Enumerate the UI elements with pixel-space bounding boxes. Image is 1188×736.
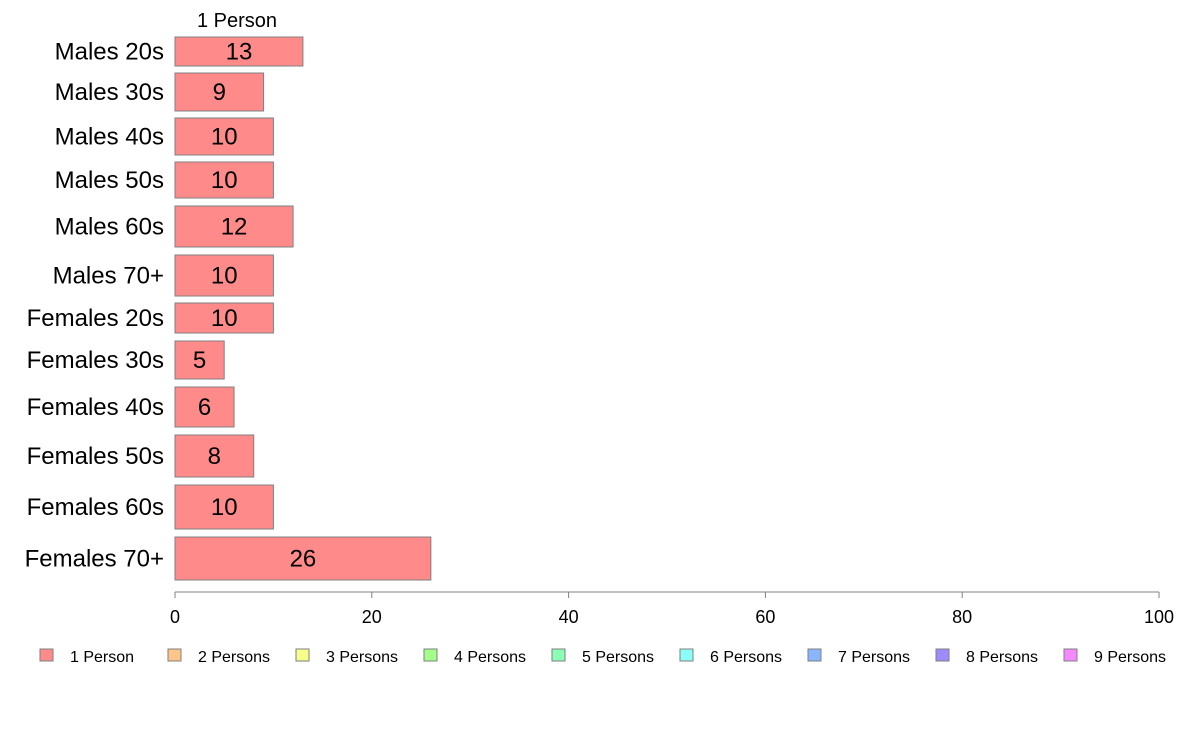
bar-value-label: 5 <box>193 347 206 374</box>
category-label: Females 50s <box>27 443 164 470</box>
bar <box>174 386 235 428</box>
legend-label: 8 Persons <box>966 649 1038 666</box>
legend-swatch <box>295 648 310 662</box>
category-label: Males 50s <box>55 167 164 194</box>
bar <box>174 484 274 530</box>
legend-label: 4 Persons <box>454 649 526 666</box>
bar-value-label: 10 <box>211 494 238 521</box>
x-tick-label: 100 <box>1144 607 1174 627</box>
legend-label: 6 Persons <box>710 649 782 666</box>
bar-value-label: 12 <box>221 214 248 241</box>
legend-label: 3 Persons <box>326 649 398 666</box>
legend-swatch <box>935 648 950 662</box>
legend-swatch <box>39 648 54 662</box>
category-label: Females 30s <box>27 347 164 374</box>
bar <box>174 205 294 248</box>
x-tick-label: 60 <box>755 607 775 627</box>
x-tick-label: 80 <box>952 607 972 627</box>
bar <box>174 254 274 297</box>
bar-value-label: 10 <box>211 263 238 290</box>
category-label: Males 70+ <box>53 263 164 290</box>
category-label: Females 60s <box>27 494 164 521</box>
legend-label: 7 Persons <box>838 649 910 666</box>
bar-value-label: 26 <box>290 546 317 573</box>
category-label: Males 60s <box>55 214 164 241</box>
bar-value-label: 10 <box>211 305 238 332</box>
bar <box>174 161 274 199</box>
category-label: Females 40s <box>27 394 164 421</box>
bar <box>174 340 225 380</box>
legend-swatch <box>423 648 438 662</box>
bar-value-label: 13 <box>226 39 253 66</box>
category-label: Males 20s <box>55 39 164 66</box>
legend-swatch <box>1063 648 1078 662</box>
category-label: Females 20s <box>27 305 164 332</box>
bar <box>174 117 274 156</box>
x-axis: 0 20 40 60 80 100 <box>170 591 1174 627</box>
series-header-layer: 1 Person <box>197 10 277 32</box>
bar-value-label: 10 <box>211 167 238 194</box>
legend-swatch <box>679 648 694 662</box>
legend-label: 5 Persons <box>582 649 654 666</box>
bar-value-label: 10 <box>211 124 238 151</box>
x-tick-label: 20 <box>362 607 382 627</box>
bar <box>174 72 265 112</box>
category-labels: Males 20s Males 30s Males 40s Males 50s Male… <box>25 39 164 573</box>
bar-value-label: 8 <box>208 443 221 470</box>
legend-label: 9 Persons <box>1094 649 1166 666</box>
bar <box>174 536 432 581</box>
legend-swatch <box>167 648 182 662</box>
legend: 1 Person 2 Persons 3 Persons 4 Persons 5 Per… <box>39 648 1166 666</box>
category-label: Males 40s <box>55 124 164 151</box>
bar <box>174 302 274 334</box>
bar <box>174 36 304 67</box>
x-tick-label: 0 <box>170 607 180 627</box>
bar-value-label: 9 <box>213 79 226 106</box>
legend-label: 1 Person <box>70 649 134 666</box>
legend-label: 2 Persons <box>198 649 270 666</box>
category-label: Females 70+ <box>25 546 164 573</box>
series-header-label: 1 Person <box>197 10 277 32</box>
legend-swatch <box>551 648 566 662</box>
category-label: Males 30s <box>55 79 164 106</box>
bar <box>174 434 255 478</box>
x-tick-label: 40 <box>559 607 579 627</box>
bar-value-label: 6 <box>198 394 211 421</box>
legend-swatch <box>807 648 822 662</box>
